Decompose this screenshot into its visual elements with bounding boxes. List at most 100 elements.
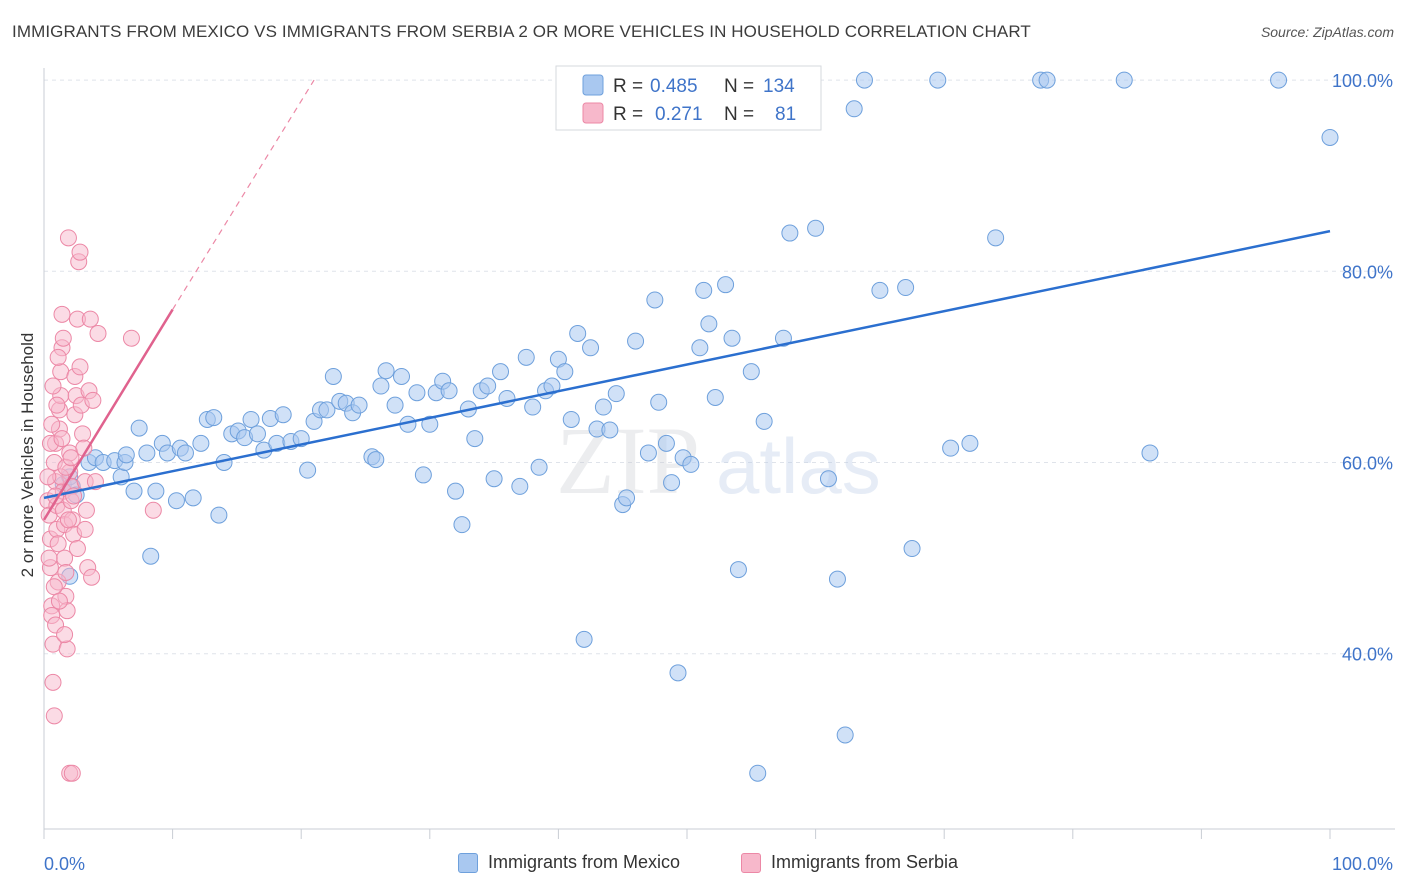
mexico-point — [372, 377, 390, 395]
legend-item-mexico[interactable]: Immigrants from Mexico — [458, 852, 680, 873]
mexico-point — [650, 393, 668, 411]
x-tick-label: 100.0% — [1332, 854, 1393, 874]
y-tick-label: 60.0% — [1342, 454, 1393, 474]
y-tick-label: 40.0% — [1342, 645, 1393, 665]
serbia-point — [45, 578, 63, 596]
mexico-point — [248, 425, 266, 443]
mexico-point — [663, 474, 681, 492]
serbia-point — [58, 640, 76, 658]
serbia-point — [49, 535, 67, 553]
gridlines — [44, 79, 1395, 655]
mexico-point — [184, 489, 202, 507]
serbia-point — [76, 520, 94, 538]
serbia-point — [77, 501, 95, 519]
mexico-point — [836, 726, 854, 744]
mexico-point — [700, 315, 718, 333]
mexico-point — [987, 229, 1005, 247]
serbia-point — [63, 764, 81, 782]
mexico-point — [749, 764, 767, 782]
x-tick-label: 0.0% — [44, 854, 85, 874]
serbia-point — [84, 391, 102, 409]
chart-title: IMMIGRANTS FROM MEXICO VS IMMIGRANTS FRO… — [12, 22, 1031, 41]
mexico-point — [367, 451, 385, 469]
serbia-point — [43, 415, 61, 433]
legend-bottom: Immigrants from Mexico Immigrants from S… — [0, 852, 1406, 878]
mexico-point — [511, 477, 529, 495]
legend-r-label: R = — [613, 76, 643, 97]
y-axis-label: 2 or more Vehicles in Household — [18, 333, 37, 578]
mexico-point — [903, 540, 921, 558]
legend-n-value: 81 — [775, 104, 796, 125]
serbia-point — [52, 363, 70, 381]
mexico-point — [582, 339, 600, 357]
mexico-point — [695, 281, 713, 299]
serbia-point — [81, 310, 99, 328]
mexico-point — [706, 388, 724, 406]
serbia-point — [83, 568, 101, 586]
mexico-point — [440, 382, 458, 400]
mexico-point — [1270, 71, 1288, 89]
mexico-point — [646, 291, 664, 309]
mexico-point — [192, 434, 210, 452]
mexico-point — [723, 329, 741, 347]
mexico-trend-line — [43, 229, 1331, 500]
watermark: ZIP atlas — [556, 407, 881, 514]
mexico-point — [717, 276, 735, 294]
legend-swatch-serbia — [741, 852, 761, 873]
serbia-point — [48, 396, 66, 414]
mexico-point — [350, 396, 368, 414]
serbia-point — [56, 626, 74, 644]
mexico-point — [569, 324, 587, 342]
mexico-point — [897, 279, 915, 297]
serbia-point — [45, 707, 63, 725]
mexico-point — [408, 384, 426, 402]
mexico-point — [130, 419, 148, 437]
trend-lines — [42, 79, 1331, 521]
mexico-point — [466, 430, 484, 448]
serbia-point — [49, 348, 67, 366]
serbia-point — [144, 501, 162, 519]
legend-swatch-serbia — [582, 102, 604, 124]
mexico-point — [274, 406, 292, 424]
mexico-point — [176, 444, 194, 462]
mexico-point — [377, 362, 395, 380]
serbia-point — [44, 673, 62, 691]
mexico-point — [556, 363, 574, 381]
mexico-point — [530, 458, 548, 476]
mexico-point — [1141, 444, 1159, 462]
mexico-point — [942, 439, 960, 457]
mexico-point — [1321, 128, 1339, 146]
mexico-point — [855, 71, 873, 89]
serbia-point — [53, 305, 71, 323]
mexico-point — [575, 630, 593, 648]
serbia-point — [44, 377, 62, 395]
mexico-point — [961, 434, 979, 452]
serbia-point — [74, 425, 92, 443]
serbia-point — [89, 324, 107, 342]
mexico-point — [117, 446, 135, 464]
mexico-point — [774, 329, 792, 347]
series-serbia — [39, 229, 162, 782]
mexico-point — [393, 367, 411, 385]
legend-item-serbia[interactable]: Immigrants from Serbia — [741, 852, 958, 873]
serbia-point — [122, 329, 140, 347]
mexico-point — [386, 396, 404, 414]
mexico-point — [607, 385, 625, 403]
mexico-point — [492, 363, 510, 381]
mexico-point — [324, 367, 342, 385]
serbia-point — [59, 511, 77, 529]
mexico-point — [414, 466, 432, 484]
serbia-point — [62, 449, 80, 467]
serbia-trend-extension — [172, 79, 315, 310]
mexico-point — [205, 409, 223, 427]
mexico-point — [147, 482, 165, 500]
mexico-point — [142, 547, 160, 565]
source-label: Source: ZipAtlas.com — [1260, 24, 1394, 40]
mexico-point — [167, 492, 185, 510]
mexico-point — [242, 410, 260, 428]
mexico-point — [929, 71, 947, 89]
legend-n-label: N = — [724, 76, 754, 97]
legend-swatch-mexico — [458, 852, 478, 873]
mexico-point — [299, 461, 317, 479]
